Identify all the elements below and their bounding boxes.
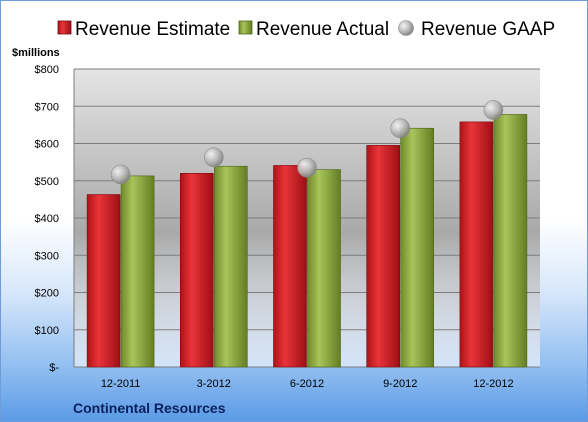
x-tick-label: 12-2012 xyxy=(473,378,513,390)
y-tick-label: $400 xyxy=(35,213,59,225)
bar-revenue-estimate xyxy=(180,173,214,368)
legend-label-gaap: Revenue GAAP xyxy=(421,19,555,40)
bar-revenue-estimate xyxy=(86,194,121,368)
y-tick-label: $500 xyxy=(35,176,59,188)
x-tick-label: 12-2011 xyxy=(101,378,141,390)
legend-item-actual: Revenue Actual xyxy=(238,19,389,40)
legend-item-estimate: Revenue Estimate xyxy=(57,19,230,40)
legend-item-gaap: Revenue GAAP xyxy=(398,19,555,40)
y-tick-label: $800 xyxy=(35,64,59,76)
x-tick-label: 9-2012 xyxy=(383,378,417,390)
bar-revenue-estimate xyxy=(366,145,401,368)
bar-revenue-actual xyxy=(493,114,528,368)
legend-swatch-estimate xyxy=(57,20,72,35)
bar-revenue-estimate xyxy=(273,165,307,368)
plot-area: $- $100 $200 $300 $400 $500 $600 $700 $800 12-201… xyxy=(35,64,540,390)
bar-revenue-actual xyxy=(400,127,435,368)
y-tick-label: $700 xyxy=(35,101,59,113)
y-tick-label: $300 xyxy=(35,250,59,262)
y-unit-label: $millions xyxy=(12,47,60,59)
legend-label-estimate: Revenue Estimate xyxy=(75,19,230,40)
bar-revenue-actual xyxy=(214,165,248,368)
marker-revenue-gaap xyxy=(204,147,224,168)
bar-revenue-actual xyxy=(120,175,155,368)
bar-revenue-actual xyxy=(307,169,341,368)
company-name: Continental Resources xyxy=(73,400,226,416)
y-tick-label: $100 xyxy=(35,325,59,337)
marker-revenue-gaap xyxy=(297,157,317,178)
x-tick-label: 6-2012 xyxy=(290,378,324,390)
y-tick-label: $- xyxy=(49,362,59,374)
marker-revenue-gaap xyxy=(390,118,411,139)
legend-swatch-actual xyxy=(238,20,253,35)
legend-marker-gaap xyxy=(398,20,414,36)
legend-label-actual: Revenue Actual xyxy=(256,19,389,40)
y-tick-label: $600 xyxy=(35,139,59,151)
marker-revenue-gaap xyxy=(483,100,504,120)
x-tick-label: 3-2012 xyxy=(197,378,231,390)
marker-revenue-gaap xyxy=(110,164,131,185)
legend: Revenue Estimate Revenue Actual Revenue … xyxy=(57,19,555,40)
y-tick-label: $200 xyxy=(35,288,59,300)
bar-revenue-estimate xyxy=(459,121,494,368)
